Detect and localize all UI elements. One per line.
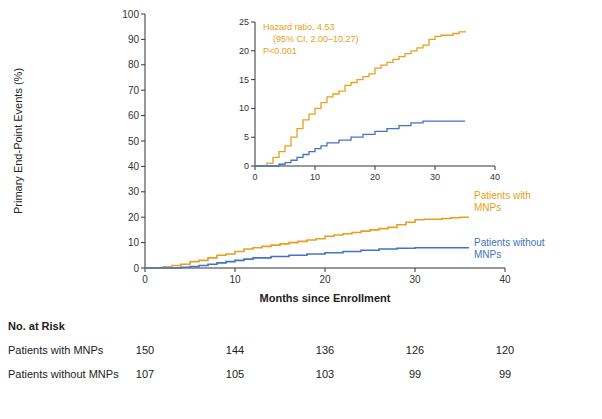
y-tick-label: 10 [128,237,140,248]
y-tick-label: 30 [128,186,140,197]
y-tick [141,191,145,192]
x-tick [325,268,326,272]
risk-row-label: Patients without MNPs [8,368,119,380]
y-tick-label: 25 [239,17,249,27]
y-axis-line [255,22,256,166]
y-tick [251,108,255,109]
risk-table-header: No. at Risk [8,320,66,332]
x-tick-label: 0 [142,274,148,285]
series-label: Patients withoutMNPs [474,237,545,260]
chart-1: 0 10 20 30 40 0 5 10 15 20 25 Hazard ratio, 4.53 (95… [239,17,500,182]
y-tick [141,217,145,218]
y-tick-label: 80 [128,59,140,70]
x-tick [235,268,236,272]
marks [145,217,469,268]
plot-background [255,22,495,166]
y-tick-label: 0 [244,161,249,171]
x-tick-label: 40 [499,274,511,285]
x-tick [435,166,436,170]
x-axis-label: Months since Enrollment [260,292,391,304]
y-tick [251,137,255,138]
x-tick-label: 40 [490,172,500,182]
risk-count: 136 [316,344,334,356]
y-tick-label: 100 [122,9,139,20]
step-line [255,121,465,166]
y-tick [141,166,145,167]
series-label-line: MNPs [474,249,501,260]
risk-count: 103 [316,368,334,380]
y-tick [141,14,145,15]
y-tick-label: 50 [128,136,140,147]
risk-count: 107 [136,368,154,380]
y-tick [251,166,255,167]
series-label-line: Patients with [474,190,531,201]
risk-count: 126 [406,344,424,356]
y-tick [141,141,145,142]
x-tick-label: 20 [319,274,331,285]
risk-count: 120 [496,344,514,356]
y-tick-label: 0 [133,263,139,274]
x-tick-label: 0 [252,172,257,182]
y-tick-label: 90 [128,34,140,45]
x-tick [495,166,496,170]
y-tick-label: 15 [239,75,249,85]
x-tick [315,166,316,170]
series-label: Patients withMNPs [474,190,531,213]
annotation: (95% CI, 2.00–10.27) [273,34,359,44]
x-tick [505,268,506,272]
series-label-line: MNPs [474,202,501,213]
risk-table: No. at Risk Patients with MNPs 150 144 136 12… [8,320,514,380]
step-line [145,217,469,268]
y-tick [251,50,255,51]
x-tick-label: 20 [370,172,380,182]
x-tick-label: 10 [229,274,241,285]
series-label-line: Patients without [474,237,545,248]
y-tick [141,64,145,65]
x-tick [415,268,416,272]
risk-count: 99 [409,368,421,380]
y-tick-label: 5 [244,132,249,142]
x-tick [375,166,376,170]
y-tick-label: 20 [239,46,249,56]
risk-count: 150 [136,344,154,356]
y-tick [141,90,145,91]
x-tick-label: 30 [409,274,421,285]
y-tick-label: 40 [128,161,140,172]
y-tick [141,115,145,116]
risk-count: 144 [226,344,244,356]
risk-row-label: Patients with MNPs [8,344,104,356]
y-tick [251,79,255,80]
y-tick-label: 10 [239,103,249,113]
chart-0: 0102030400102030405060708090100Primary E… [12,9,545,305]
step-line [255,31,465,166]
chart: 0102030400102030405060708090100Primary E… [0,0,602,419]
risk-count: 99 [499,368,511,380]
step-line [145,248,469,268]
y-tick [141,268,145,269]
y-tick-label: 60 [128,110,140,121]
annotation: P<0.001 [263,46,297,56]
y-tick [251,22,255,23]
annotation: Hazard ratio, 4.53 [263,22,335,32]
marks [255,31,465,166]
y-tick-label: 20 [128,212,140,223]
risk-count: 105 [226,368,244,380]
y-tick-label: 70 [128,85,140,96]
y-axis-label: Primary End-Point Events (%) [12,68,24,214]
y-tick [141,242,145,243]
y-tick [141,39,145,40]
x-tick-label: 30 [430,172,440,182]
x-tick-label: 10 [310,172,320,182]
